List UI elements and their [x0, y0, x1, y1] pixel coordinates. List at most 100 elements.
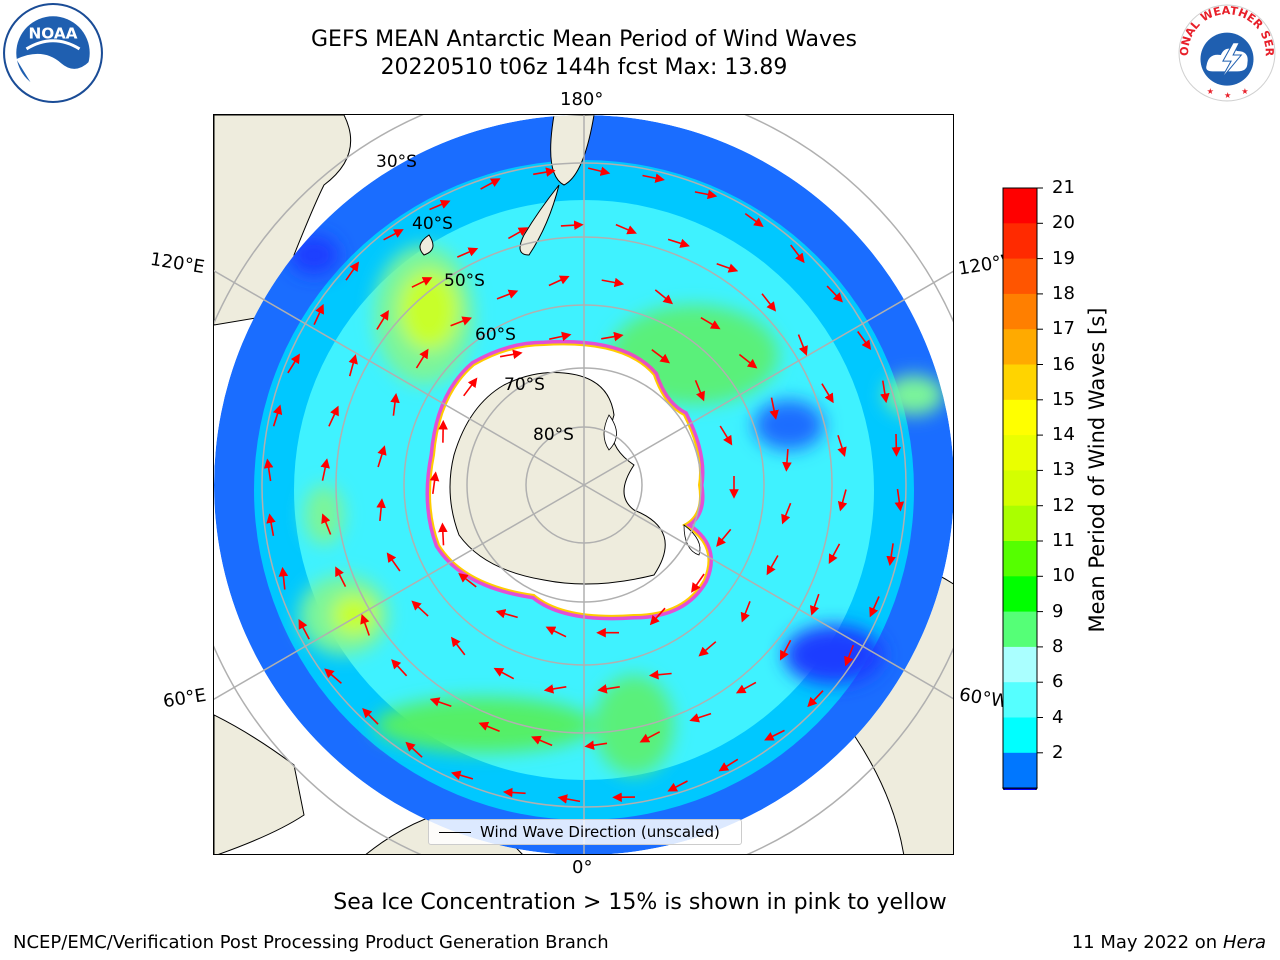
colorbar-outline	[1002, 187, 1038, 789]
colorbar-segment	[1003, 399, 1037, 436]
wind-wave-arrow	[499, 349, 523, 360]
lat-label-60s: 60°S	[475, 325, 516, 345]
wind-wave-arrow	[837, 489, 848, 512]
wind-wave-arrow	[694, 379, 705, 402]
wind-wave-arrow	[272, 404, 283, 427]
wind-wave-arrow	[450, 636, 466, 656]
colorbar-tick-label: 14	[1052, 424, 1075, 446]
colorbar-tick-label: 21	[1052, 177, 1075, 198]
lon-label-120e: 120°E	[148, 248, 207, 279]
wind-wave-arrow	[405, 741, 423, 758]
wind-wave-arrow	[348, 354, 358, 377]
lat-label-80s: 80°S	[533, 425, 574, 445]
colorbar-tick-label: 4	[1052, 706, 1064, 728]
wind-wave-arrow	[667, 238, 690, 248]
wind-wave-arrow	[648, 669, 672, 680]
colorbar-segment	[1003, 329, 1037, 365]
colorbar-segment	[1003, 293, 1037, 330]
lat-label-30s: 30°S	[376, 152, 417, 172]
wind-wave-arrow	[508, 227, 529, 240]
colorbar-segment	[1003, 364, 1037, 401]
colorbar-segment	[1003, 611, 1037, 648]
colorbar-segment	[1003, 646, 1037, 683]
wind-wave-arrow	[502, 787, 526, 798]
wind-wave-arrow	[649, 607, 666, 626]
noaa-logo-text: NOAA	[28, 25, 77, 43]
wind-wave-arrow	[450, 316, 472, 327]
wind-wave-arrow	[761, 293, 777, 312]
colorbar-tick-label: 20	[1052, 212, 1075, 234]
colorbar-segment	[1003, 435, 1037, 471]
wind-wave-arrow	[689, 712, 712, 723]
colorbar-tick-label: 13	[1052, 459, 1075, 481]
wind-wave-arrow	[782, 449, 792, 472]
colorbar-tick-label: 9	[1052, 600, 1064, 622]
wind-wave-arrow	[886, 543, 896, 566]
colorbar-tick-label: 12	[1052, 494, 1075, 516]
wind-wave-arrow	[790, 244, 805, 264]
colorbar-tick-label: 19	[1052, 247, 1075, 269]
legend-line-swatch	[439, 832, 471, 833]
wind-wave-arrow	[807, 690, 824, 708]
colorbar-tick-label: 17	[1052, 318, 1075, 340]
wind-wave-arrow	[837, 435, 847, 457]
wind-wave-arrow	[654, 289, 674, 305]
wind-wave-arrow	[324, 668, 342, 684]
colorbar-segment	[1003, 505, 1037, 542]
map-legend: Wind Wave Direction (unscaled)	[428, 819, 742, 845]
wind-wave-arrow	[857, 331, 872, 350]
footer-credit: NCEP/EMC/Verification Post Processing Pr…	[13, 932, 609, 953]
wind-wave-arrow	[639, 731, 661, 743]
wind-wave-arrow	[543, 684, 567, 694]
wind-wave-arrow	[557, 794, 581, 804]
wind-wave-arrow	[549, 331, 572, 342]
colorbar-segment	[1003, 717, 1037, 754]
wind-wave-arrow	[429, 697, 452, 707]
chart-subtitle: 20220510 t06z 144h fcst Max: 13.89	[380, 55, 788, 80]
colorbar	[1002, 187, 1043, 790]
colorbar-segment	[1003, 541, 1037, 577]
colorbar-segment	[1003, 470, 1037, 507]
wind-wave-arrow	[313, 303, 324, 326]
wind-wave-arrow	[779, 639, 792, 661]
wind-wave-arrow	[390, 393, 400, 416]
colorbar-segment	[1003, 576, 1037, 613]
wind-wave-arrow	[478, 721, 500, 733]
wind-wave-arrow	[376, 310, 389, 330]
legend-label: Wind Wave Direction (unscaled)	[480, 823, 720, 841]
wind-wave-arrow	[411, 600, 429, 617]
lat-label-70s: 70°S	[504, 375, 545, 395]
wind-wave-arrow	[601, 277, 625, 288]
wind-wave-arrow	[383, 229, 404, 241]
colorbar-label: Mean Period of Wind Waves [s]	[1085, 307, 1109, 633]
wind-wave-arrow	[700, 317, 721, 330]
wind-wave-arrow	[797, 334, 808, 356]
wind-wave-arrow	[362, 707, 379, 725]
wind-wave-arrow	[360, 613, 370, 636]
wind-wave-arrow	[298, 619, 310, 640]
wind-wave-arrow	[335, 566, 347, 587]
wind-wave-arrow	[718, 758, 739, 772]
wind-wave-arrow	[894, 488, 905, 512]
wind-wave-arrow	[278, 566, 289, 590]
wind-wave-arrow	[495, 609, 518, 619]
wind-wave-arrow	[781, 502, 792, 525]
wind-wave-arrow	[321, 513, 332, 535]
wind-wave-arrow	[463, 377, 478, 397]
lon-label-180: 180°	[560, 89, 604, 110]
wind-wave-arrow	[744, 212, 764, 228]
svg-text:★: ★	[1241, 86, 1248, 96]
footer-host: Hera	[1222, 932, 1266, 953]
wind-wave-arrow	[263, 458, 274, 482]
colorbar-tick-label: 8	[1052, 635, 1064, 657]
wind-wave-arrow	[764, 729, 785, 741]
wind-wave-arrow	[766, 555, 779, 576]
colorbar-segment	[1003, 223, 1037, 260]
wind-wave-arrow	[386, 552, 401, 572]
nws-logo: NATIONAL WEATHER SERVICE ★ ★ ★	[1176, 2, 1276, 102]
wind-wave-arrow	[429, 199, 451, 211]
wind-wave-arrow	[345, 261, 360, 281]
wind-wave-arrow	[869, 596, 880, 618]
lon-label-60e: 60°E	[161, 684, 208, 713]
wind-wave-arrow	[716, 528, 732, 547]
